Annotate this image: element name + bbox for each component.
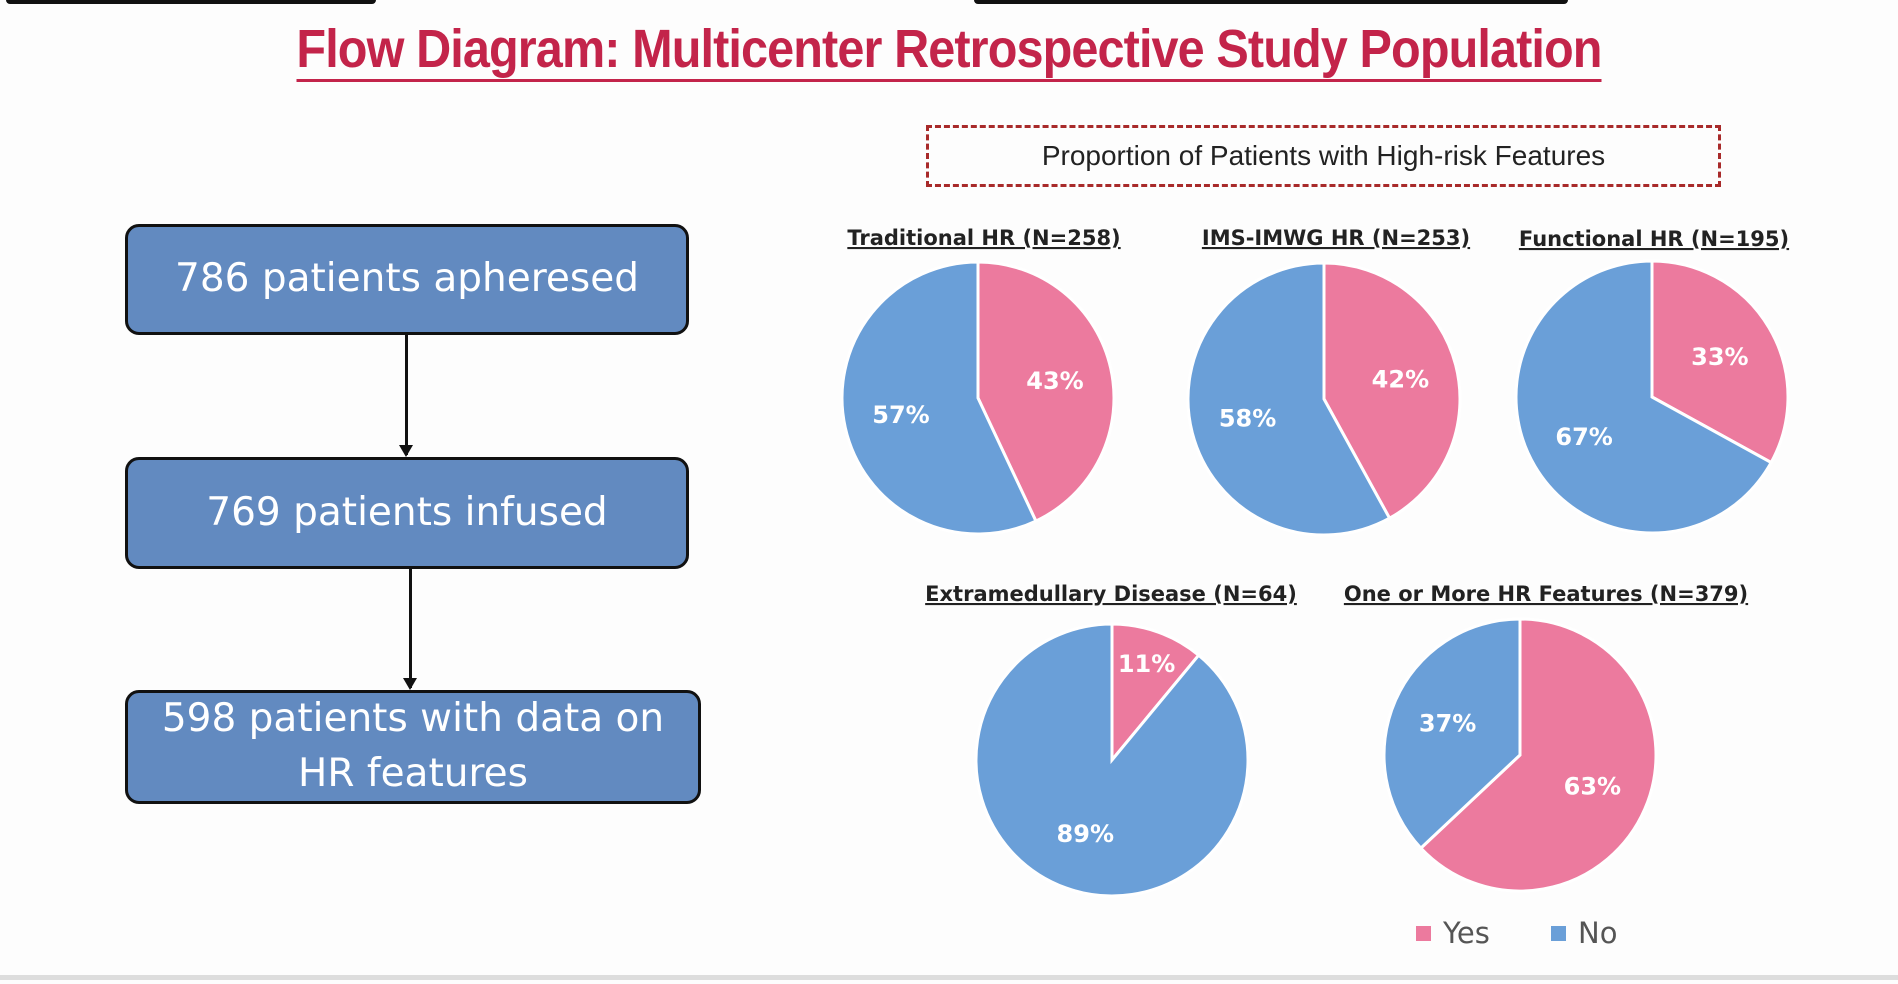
top-bar-left [6, 0, 376, 4]
pie-title: Traditional HR (N=258) [847, 226, 1120, 250]
pie-data-label: 89% [1057, 820, 1114, 848]
legend-no-label: No [1578, 916, 1618, 950]
pie-slice-no [1382, 617, 1522, 851]
flow-arrow-2 [403, 569, 417, 690]
legend-yes: Yes [1416, 916, 1490, 950]
bottom-divider [0, 975, 1898, 980]
pie-slice-no [840, 260, 1038, 536]
pie-data-label: 58% [1219, 405, 1276, 433]
pie-data-label: 67% [1555, 423, 1612, 451]
flow-step-infused: 769 patients infused [125, 457, 689, 569]
pie-data-label: 11% [1118, 650, 1175, 678]
pie-data-label: 37% [1419, 710, 1476, 738]
pie-title: Functional HR (N=195) [1519, 227, 1789, 251]
pie-slice-yes [1418, 617, 1658, 893]
flow-arrow-1 [399, 335, 413, 457]
legend-yes-label: Yes [1443, 916, 1490, 950]
pie-data-label: 33% [1691, 343, 1748, 371]
pie-slice-yes [1650, 259, 1790, 465]
pie-slice-no [1186, 261, 1392, 537]
pie-data-label: 63% [1564, 772, 1621, 800]
slide-title: Flow Diagram: Multicenter Retrospective … [95, 18, 1803, 82]
pie-data-label: 42% [1372, 365, 1429, 393]
slide-title-text: Flow Diagram: Multicenter Retrospective … [296, 19, 1602, 82]
pie-slice-no [1514, 259, 1774, 535]
charts-heading: Proportion of Patients with High-risk Fe… [926, 125, 1721, 187]
pie-title: One or More HR Features (N=379) [1344, 582, 1748, 606]
legend-yes-swatch [1416, 925, 1431, 941]
top-bar-right [974, 0, 1568, 4]
flow-step-hr-data: 598 patients with data on HR features [125, 690, 701, 804]
flow-step-apheresed: 786 patients apheresed [125, 224, 689, 335]
pie-slice-yes [1322, 261, 1462, 521]
pie-title: Extramedullary Disease (N=64) [925, 582, 1297, 606]
pie-slice-yes [1110, 622, 1201, 765]
pie-slice-no [974, 622, 1250, 898]
legend-no-swatch [1551, 925, 1566, 941]
pie-data-label: 57% [872, 401, 929, 429]
legend-no: No [1551, 916, 1617, 950]
pie-slice-yes [976, 260, 1116, 524]
pie-title: IMS-IMWG HR (N=253) [1202, 226, 1470, 250]
pie-data-label: 43% [1026, 367, 1083, 395]
